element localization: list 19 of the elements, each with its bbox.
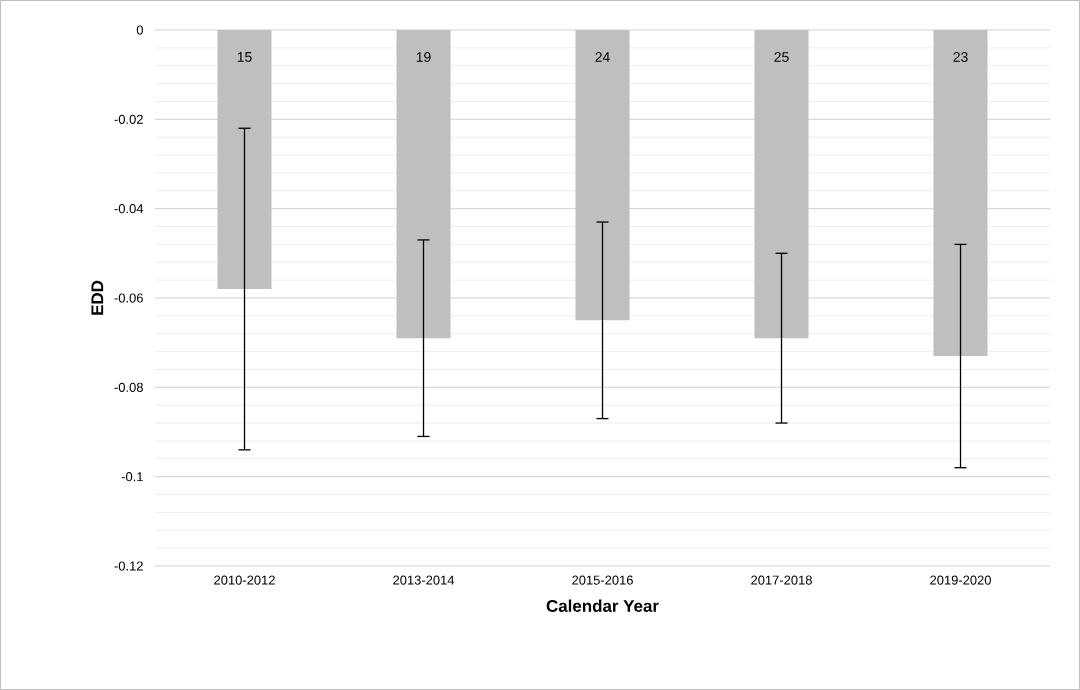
y-tick-label: -0.04 xyxy=(114,204,144,214)
y-tick-label: -0.08 xyxy=(114,382,143,392)
x-tick-label: 2019-2020 xyxy=(930,575,991,585)
y-tick-label: -0.12 xyxy=(114,561,143,571)
y-axis-title: EDD xyxy=(91,280,104,315)
x-tick-label: 2015-2016 xyxy=(572,575,633,585)
y-tick-label: -0.02 xyxy=(114,114,143,124)
x-tick-label: 2010-2012 xyxy=(214,575,275,585)
y-tick-label: -0.06 xyxy=(114,293,143,303)
x-axis-title: Calendar Year xyxy=(546,599,659,612)
annotation: 24 xyxy=(595,52,610,62)
x-tick-label: 2013-2014 xyxy=(393,575,455,585)
y-tick-label: -0.1 xyxy=(121,472,143,482)
x-tick-label: 2017-2018 xyxy=(751,575,812,585)
y-tick-label: 0 xyxy=(136,25,143,35)
annotation: 15 xyxy=(237,52,252,62)
annotation: 25 xyxy=(774,52,789,62)
annotation: 19 xyxy=(416,52,431,62)
annotation: 23 xyxy=(953,52,968,62)
